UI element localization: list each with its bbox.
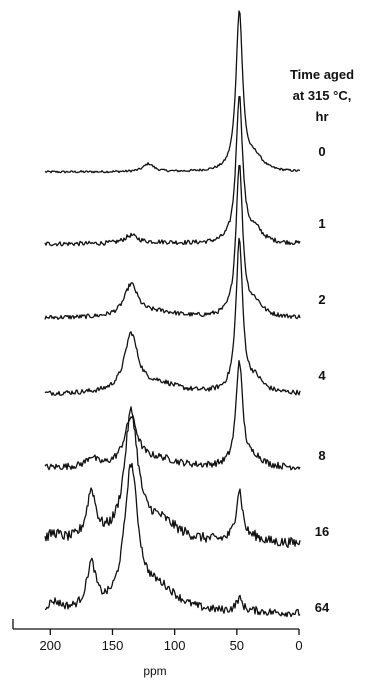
x-tick-label-200: 200 bbox=[39, 638, 61, 653]
series-label-16: 16 bbox=[315, 524, 329, 539]
spectrum-2hr bbox=[44, 164, 301, 321]
spectrum-0hr bbox=[44, 10, 301, 174]
x-tick-label-0: 0 bbox=[295, 638, 302, 653]
series-label-1: 1 bbox=[318, 216, 325, 231]
series-label-2: 2 bbox=[318, 292, 325, 307]
series-label-4: 4 bbox=[318, 368, 326, 383]
series-label-64: 64 bbox=[315, 600, 330, 615]
spectrum-64hr bbox=[44, 462, 301, 618]
series-labels: 0 1 2 4 8 16 64 bbox=[315, 144, 330, 615]
spectrum-8hr bbox=[44, 359, 301, 471]
series-label-0: 0 bbox=[318, 144, 325, 159]
legend-title-line-3: hr bbox=[316, 109, 329, 124]
spectra-group bbox=[44, 10, 301, 618]
spectrum-4hr bbox=[44, 237, 301, 396]
series-label-8: 8 bbox=[318, 448, 325, 463]
spectrum-16hr bbox=[44, 406, 301, 549]
x-tick-label-150: 150 bbox=[102, 638, 124, 653]
x-tick-label-100: 100 bbox=[164, 638, 186, 653]
x-axis: 200 150 100 50 0 bbox=[12, 619, 303, 653]
legend-title: Time aged at 315 °C, hr bbox=[290, 67, 354, 124]
legend-title-line-2: at 315 °C, bbox=[293, 88, 352, 103]
legend-title-line-1: Time aged bbox=[290, 67, 354, 82]
spectrum-1hr bbox=[44, 95, 301, 247]
x-axis-label: ppm bbox=[143, 664, 166, 678]
x-tick-label-50: 50 bbox=[230, 638, 244, 653]
